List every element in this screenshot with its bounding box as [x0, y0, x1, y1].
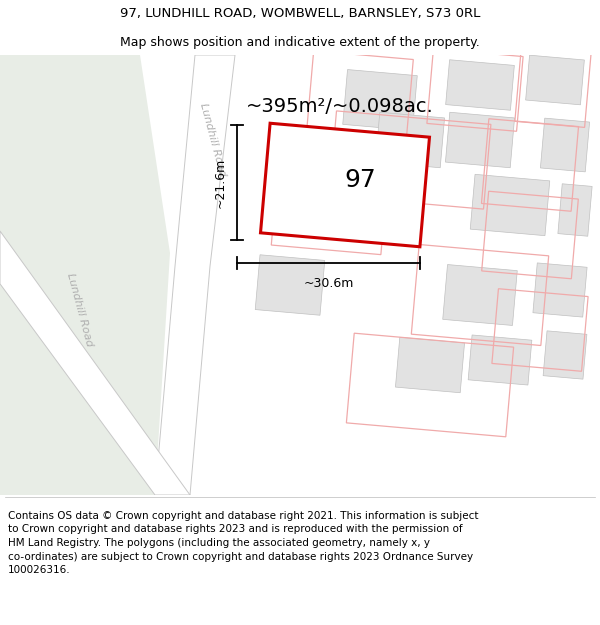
Polygon shape	[376, 112, 445, 168]
Polygon shape	[526, 55, 584, 105]
Polygon shape	[343, 69, 417, 131]
Polygon shape	[533, 263, 587, 317]
Polygon shape	[446, 60, 514, 110]
Text: ~21.6m: ~21.6m	[214, 158, 227, 208]
Text: Lundhill Road: Lundhill Road	[65, 272, 95, 348]
Text: ~30.6m: ~30.6m	[304, 277, 353, 290]
Polygon shape	[468, 335, 532, 385]
Text: to Crown copyright and database rights 2023 and is reproduced with the permissio: to Crown copyright and database rights 2…	[8, 524, 463, 534]
Text: 100026316.: 100026316.	[8, 565, 71, 575]
Polygon shape	[155, 55, 235, 495]
Text: Map shows position and indicative extent of the property.: Map shows position and indicative extent…	[120, 36, 480, 49]
Text: HM Land Registry. The polygons (including the associated geometry, namely x, y: HM Land Registry. The polygons (includin…	[8, 538, 430, 548]
Polygon shape	[470, 174, 550, 236]
Polygon shape	[541, 118, 590, 172]
Text: 97, LUNDHILL ROAD, WOMBWELL, BARNSLEY, S73 0RL: 97, LUNDHILL ROAD, WOMBWELL, BARNSLEY, S…	[120, 8, 480, 20]
Polygon shape	[273, 174, 347, 236]
Polygon shape	[0, 55, 170, 495]
Text: Contains OS data © Crown copyright and database right 2021. This information is : Contains OS data © Crown copyright and d…	[8, 511, 479, 521]
Polygon shape	[445, 112, 515, 168]
Polygon shape	[443, 264, 517, 326]
Polygon shape	[255, 255, 325, 315]
Polygon shape	[395, 338, 464, 392]
Text: ~395m²/~0.098ac.: ~395m²/~0.098ac.	[246, 98, 434, 116]
Polygon shape	[0, 231, 190, 495]
Polygon shape	[260, 123, 430, 247]
Text: Lundhill Road: Lundhill Road	[199, 102, 227, 178]
Text: 97: 97	[344, 168, 376, 192]
Polygon shape	[558, 184, 592, 236]
Polygon shape	[543, 331, 587, 379]
Text: co-ordinates) are subject to Crown copyright and database rights 2023 Ordnance S: co-ordinates) are subject to Crown copyr…	[8, 551, 473, 561]
Polygon shape	[280, 124, 360, 186]
